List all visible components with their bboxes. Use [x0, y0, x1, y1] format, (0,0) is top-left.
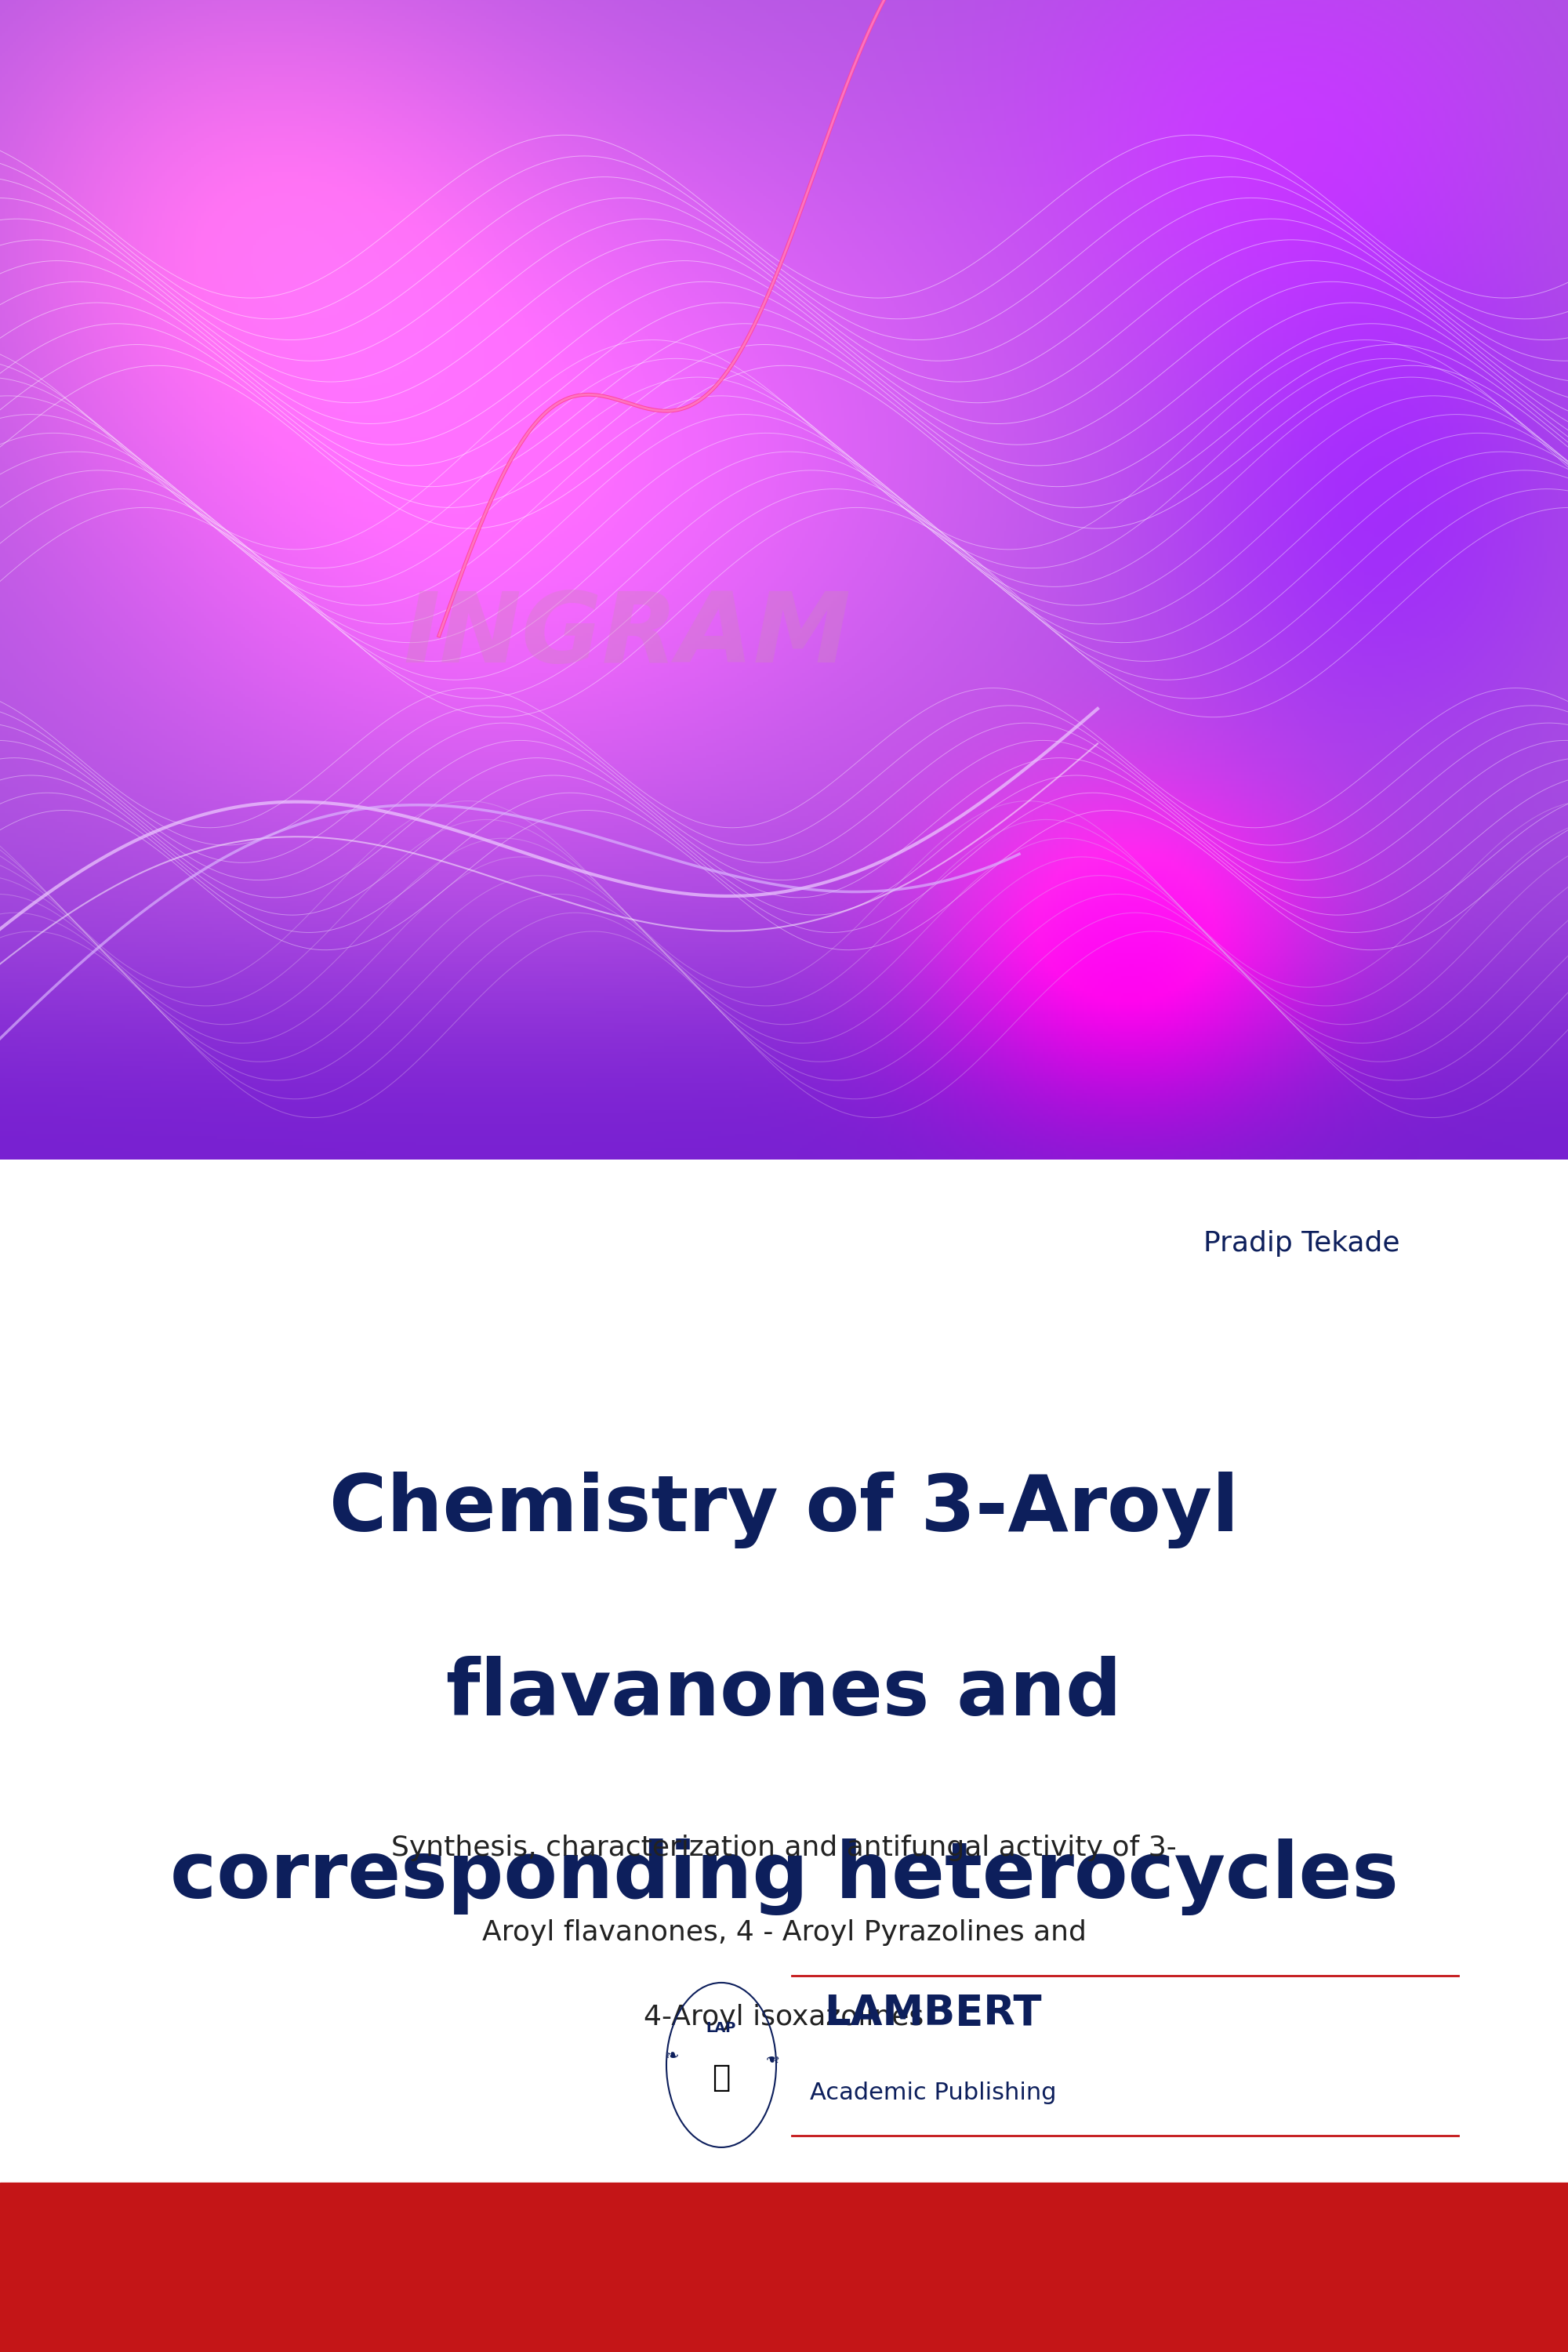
Text: Pradip Tekade: Pradip Tekade: [1203, 1230, 1400, 1256]
Text: 📖: 📖: [712, 2063, 731, 2093]
Text: LAMBERT: LAMBERT: [825, 1992, 1041, 2034]
Text: corresponding heterocycles: corresponding heterocycles: [169, 1839, 1399, 1915]
Text: LAP: LAP: [706, 2020, 737, 2034]
Text: Aroyl flavanones, 4 - Aroyl Pyrazolines and: Aroyl flavanones, 4 - Aroyl Pyrazolines …: [481, 1919, 1087, 1945]
Text: flavanones and: flavanones and: [447, 1656, 1121, 1731]
Text: ❧: ❧: [764, 2049, 778, 2065]
Text: INGRAM: INGRAM: [403, 588, 851, 682]
Bar: [0, 2183, 1568, 2352]
Text: 4-Aroyl isoxazolines: 4-Aroyl isoxazolines: [644, 2004, 924, 2030]
Text: Chemistry of 3-Aroyl: Chemistry of 3-Aroyl: [329, 1472, 1239, 1548]
Text: Academic Publishing: Academic Publishing: [809, 2082, 1057, 2105]
Bar: [0, 1160, 1568, 2183]
Text: Synthesis, characterization and antifungal activity of 3-: Synthesis, characterization and antifung…: [392, 1835, 1176, 1860]
Text: ❧: ❧: [665, 2049, 679, 2065]
